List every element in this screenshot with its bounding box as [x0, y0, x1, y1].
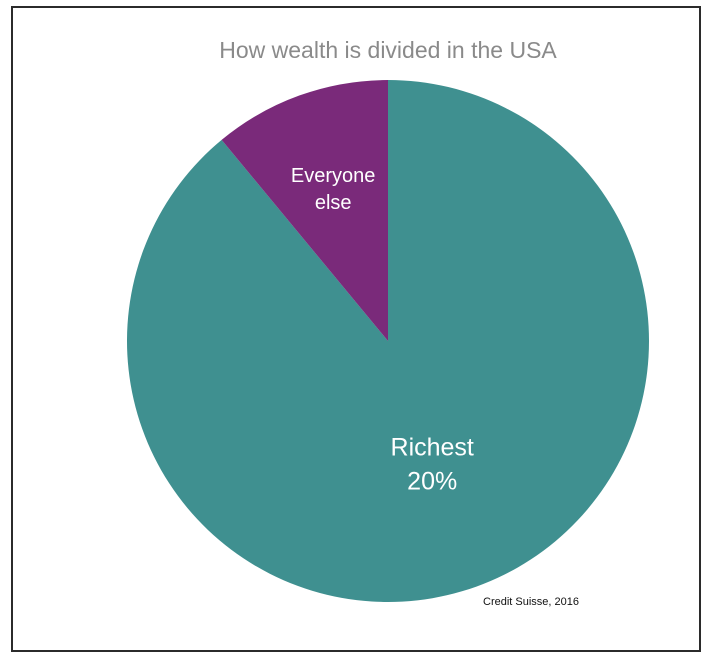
slice-label-line: Richest	[391, 434, 474, 462]
source-annotation: Credit Suisse, 2016	[483, 596, 579, 608]
slice-label-1: Everyone else	[291, 165, 376, 214]
slice-label-0: Richest 20%	[391, 434, 474, 496]
pie-slices	[126, 80, 649, 602]
pie-slice-0	[126, 80, 649, 602]
slice-label-line: 20%	[407, 468, 457, 496]
slice-label-line: else	[315, 192, 352, 214]
chart-title: How wealth is divided in the USA	[219, 37, 557, 63]
slice-labels: Richest 20% Everyone else	[291, 165, 474, 495]
slice-label-line: Everyone	[291, 165, 376, 187]
pie-slice-1	[221, 80, 388, 341]
